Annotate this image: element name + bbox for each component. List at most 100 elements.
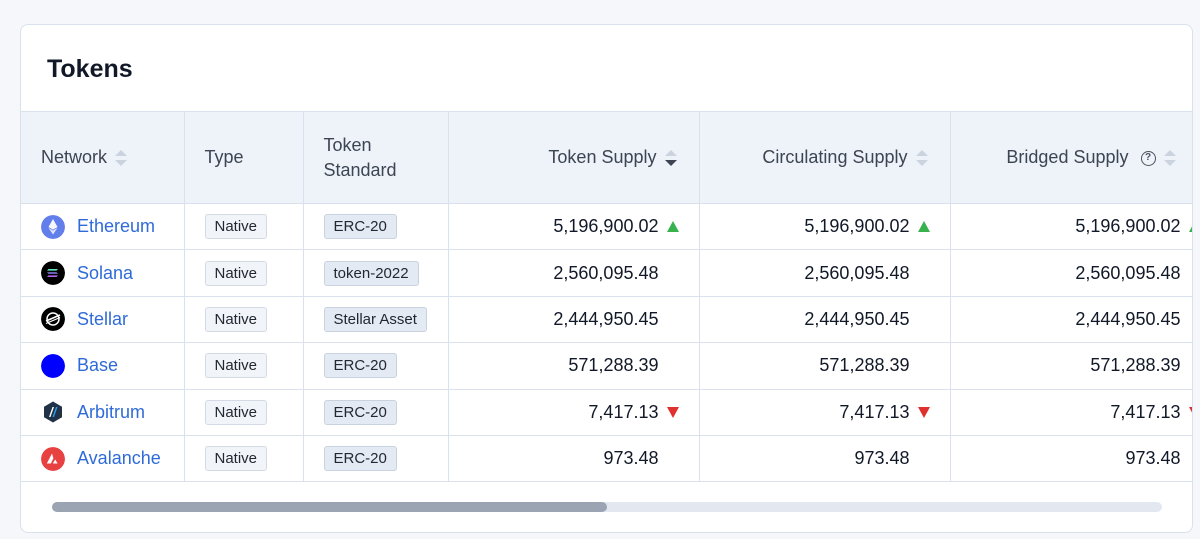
cell-circulating-supply: 2,560,095.48 (699, 249, 951, 297)
circulating-supply-value: 5,196,900.02 (804, 216, 910, 237)
cell-circulating-supply: 571,288.39 (699, 342, 951, 390)
token-supply-value: 5,196,900.02 (553, 216, 659, 237)
cell-token-standard: ERC-20 (303, 389, 449, 436)
solana-icon (41, 261, 65, 286)
cell-token-supply: 571,288.39 (448, 342, 700, 390)
token-standard-badge: ERC-20 (323, 214, 397, 240)
type-badge: Native (204, 446, 268, 472)
token-standard-badge: ERC-20 (323, 446, 397, 472)
bridged-supply-value: 973.48 (1125, 448, 1181, 469)
cell-network: Base (21, 342, 185, 390)
trend-down-icon (1188, 406, 1192, 418)
cell-network: Arbitrum (21, 389, 185, 436)
tokens-card: Tokens Network Type Token Standard (20, 24, 1193, 533)
table-row: Solana Native token-2022 2,560,095.48 2,560,… (21, 249, 1192, 297)
cell-bridged-supply: 5,196,900.02 (950, 203, 1192, 251)
column-header-label: Token (323, 134, 372, 155)
token-standard-badge: Stellar Asset (323, 306, 427, 332)
network-link[interactable]: Stellar (77, 308, 129, 329)
network-link[interactable]: Avalanche (77, 448, 161, 469)
base-icon (41, 353, 65, 378)
cell-token-standard: ERC-20 (303, 435, 449, 482)
type-badge: Native (204, 399, 268, 425)
column-header-label: Type (204, 147, 244, 167)
horizontal-scrollbar[interactable] (52, 502, 1162, 512)
bridged-supply-value: 2,444,950.45 (1075, 308, 1181, 329)
column-header-network[interactable]: Network (21, 111, 185, 204)
cell-type: Native (184, 435, 304, 482)
cell-token-supply: 2,560,095.48 (448, 249, 700, 297)
cell-circulating-supply: 2,444,950.45 (699, 296, 951, 344)
help-icon[interactable]: ? (1140, 150, 1156, 166)
table-row: Arbitrum Native ERC-20 7,417.13 7,417.13 7,41… (21, 389, 1192, 436)
sort-icon[interactable] (915, 150, 928, 167)
bridged-supply-value: 571,288.39 (1090, 355, 1181, 376)
table-row: Ethereum Native ERC-20 5,196,900.02 5,196,90… (21, 203, 1192, 251)
trend-down-icon (917, 406, 930, 418)
column-header-token-standard: Token Standard (303, 111, 449, 204)
circulating-supply-value: 571,288.39 (819, 355, 910, 376)
bridged-supply-value: 2,560,095.48 (1075, 262, 1181, 283)
trend-up-icon (917, 220, 930, 232)
cell-token-standard: Stellar Asset (303, 296, 449, 344)
column-header-label: Bridged Supply (1006, 147, 1129, 167)
cell-network: Stellar (21, 296, 185, 344)
cell-network: Avalanche (21, 435, 185, 482)
bridged-supply-value: 7,417.13 (1110, 401, 1181, 422)
cell-network: Ethereum (21, 203, 185, 251)
token-supply-value: 973.48 (603, 448, 659, 469)
column-header-token-supply[interactable]: Token Supply (448, 111, 700, 204)
cell-circulating-supply: 7,417.13 (699, 389, 951, 436)
cell-type: Native (184, 296, 304, 344)
sort-icon[interactable] (115, 150, 128, 167)
token-standard-badge: ERC-20 (323, 399, 397, 425)
token-supply-value: 2,444,950.45 (553, 308, 659, 329)
sort-desc-icon[interactable] (664, 150, 677, 167)
cell-circulating-supply: 5,196,900.02 (699, 203, 951, 251)
cell-token-standard: ERC-20 (303, 203, 449, 251)
cell-bridged-supply: 2,444,950.45 (950, 296, 1192, 344)
column-header-label: Standard (323, 159, 397, 180)
table-row: Stellar Native Stellar Asset 2,444,950.45 2,… (21, 296, 1192, 344)
stellar-icon (41, 307, 65, 332)
type-badge: Native (204, 260, 268, 286)
tokens-table: Network Type Token Standard Token Supply… (21, 111, 1192, 482)
token-supply-value: 571,288.39 (568, 355, 659, 376)
cell-token-standard: token-2022 (303, 249, 449, 297)
column-header-circulating-supply[interactable]: Circulating Supply (699, 111, 951, 204)
token-supply-value: 2,560,095.48 (553, 262, 659, 283)
scrollbar-thumb[interactable] (52, 502, 607, 512)
column-header-bridged-supply[interactable]: Bridged Supply? (950, 111, 1192, 204)
circulating-supply-value: 2,560,095.48 (804, 262, 910, 283)
column-header-type: Type (184, 111, 304, 204)
token-standard-badge: token-2022 (323, 260, 419, 286)
cell-bridged-supply: 7,417.13 (950, 389, 1192, 436)
cell-token-standard: ERC-20 (303, 342, 449, 390)
bridged-supply-value: 5,196,900.02 (1075, 216, 1181, 237)
network-link[interactable]: Arbitrum (77, 401, 146, 422)
circulating-supply-value: 7,417.13 (839, 401, 910, 422)
cell-circulating-supply: 973.48 (699, 435, 951, 482)
table-row: Avalanche Native ERC-20 973.48 973.48 973.48 (21, 435, 1192, 482)
network-link[interactable]: Solana (77, 262, 134, 283)
network-link[interactable]: Base (77, 355, 119, 376)
sort-icon[interactable] (1163, 150, 1176, 167)
type-badge: Native (204, 353, 268, 379)
trend-down-icon (666, 406, 679, 418)
trend-up-icon (666, 220, 679, 232)
cell-type: Native (184, 249, 304, 297)
network-link[interactable]: Ethereum (77, 216, 156, 237)
card-title: Tokens (47, 55, 133, 83)
cell-bridged-supply: 2,560,095.48 (950, 249, 1192, 297)
circulating-supply-value: 973.48 (854, 448, 910, 469)
cell-token-supply: 5,196,900.02 (448, 203, 700, 251)
column-header-label: Circulating Supply (762, 147, 908, 167)
ethereum-icon (41, 214, 65, 239)
tokens-table-container: Network Type Token Standard Token Supply… (21, 111, 1192, 482)
arbitrum-icon (41, 400, 65, 424)
cell-token-supply: 2,444,950.45 (448, 296, 700, 344)
cell-bridged-supply: 571,288.39 (950, 342, 1192, 390)
table-header-row: Network Type Token Standard Token Supply… (21, 111, 1192, 204)
circulating-supply-value: 2,444,950.45 (804, 308, 910, 329)
cell-bridged-supply: 973.48 (950, 435, 1192, 482)
